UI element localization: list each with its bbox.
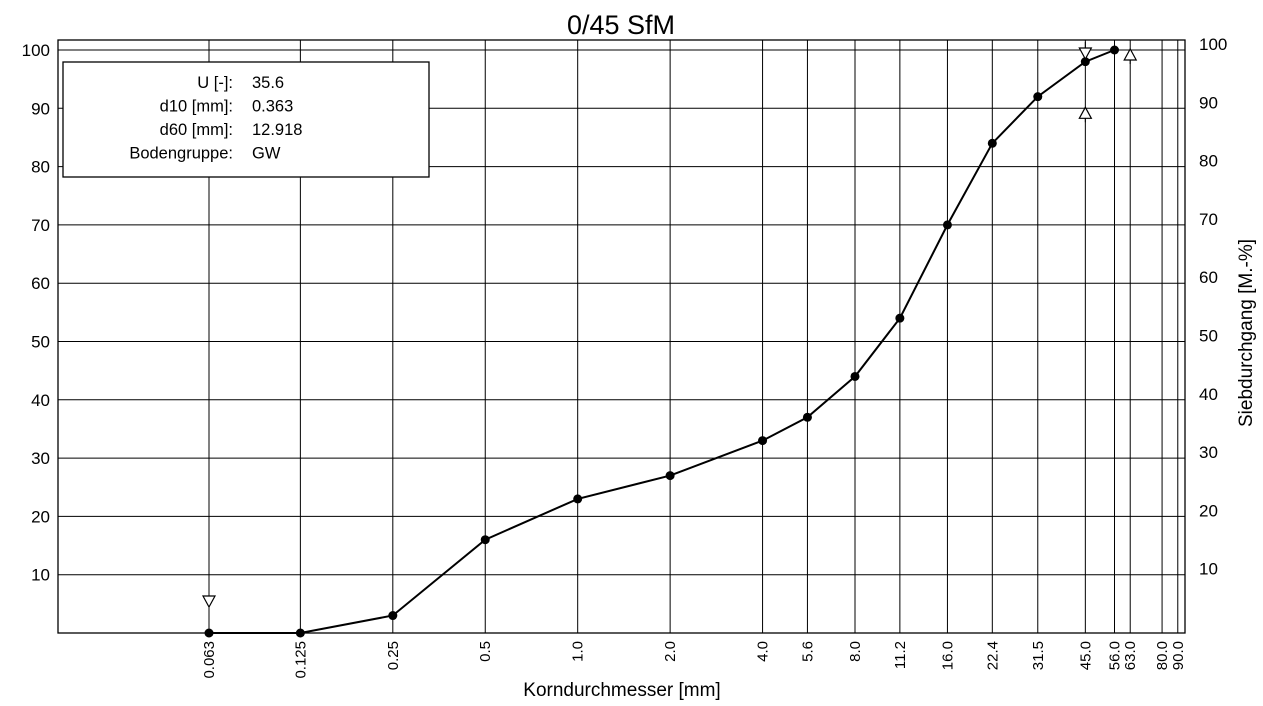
arrow-up-marker xyxy=(1123,47,1138,61)
y-tick-label-right: 60 xyxy=(1199,268,1218,287)
x-tick-label: 63.0 xyxy=(1122,641,1139,670)
x-tick-label: 22.4 xyxy=(984,641,1001,670)
y-tick-label-right: 50 xyxy=(1199,327,1218,346)
data-point xyxy=(987,138,997,148)
data-point xyxy=(802,412,812,422)
x-tick-label: 56.0 xyxy=(1107,641,1124,670)
x-tick-label: 0.5 xyxy=(477,641,494,662)
y-tick-label-right: 30 xyxy=(1199,443,1218,462)
data-point xyxy=(204,628,214,638)
y-tick-label-right: 20 xyxy=(1199,501,1218,520)
y-tick-label-right: 100 xyxy=(1199,35,1227,54)
info-box-label: Bodengruppe: xyxy=(129,145,233,163)
x-tick-label: 5.6 xyxy=(799,641,816,662)
x-tick-label: 11.2 xyxy=(892,641,909,669)
info-box-value: 35.6 xyxy=(252,74,284,92)
arrow-up-marker xyxy=(1078,106,1093,119)
x-tick-label: 1.0 xyxy=(570,641,587,662)
arrow-down-marker xyxy=(201,595,217,609)
x-tick-label: 90.0 xyxy=(1170,641,1187,670)
data-point xyxy=(665,471,675,481)
plot-frame xyxy=(57,39,1186,634)
arrow-down-marker xyxy=(1078,47,1093,61)
data-point xyxy=(388,611,398,621)
data-point xyxy=(295,628,305,638)
y-tick-label-left: 10 xyxy=(31,566,50,585)
y-tick-label-left: 50 xyxy=(31,333,50,352)
y-tick-label-left: 40 xyxy=(31,391,50,410)
limit-markers xyxy=(201,42,1138,609)
y-tick-label-left: 30 xyxy=(31,449,50,468)
chart-title: 0/45 SfM xyxy=(567,10,675,40)
data-point xyxy=(895,313,905,323)
data-point xyxy=(573,494,583,504)
data-point xyxy=(942,220,952,230)
x-axis-label: Korndurchmesser [mm] xyxy=(523,680,720,701)
y-tick-label-right: 40 xyxy=(1199,385,1218,404)
y-tick-label-left: 90 xyxy=(31,99,50,118)
y-tick-label-left: 60 xyxy=(31,274,50,293)
y-tick-label-right: 80 xyxy=(1199,152,1218,171)
info-box-value: GW xyxy=(252,145,281,163)
y-tick-label-left: 80 xyxy=(31,158,50,177)
y-tick-label-left: 70 xyxy=(31,216,50,235)
x-tick-label: 0.125 xyxy=(292,641,309,679)
info-box-value: 0.363 xyxy=(252,98,293,116)
info-box: U [-]: 35.6 d10 [mm]: 0.363 d60 [mm]: 12.918 B… xyxy=(62,61,430,178)
data-point xyxy=(1080,57,1090,67)
data-point xyxy=(480,535,490,545)
y-tick-label-left: 20 xyxy=(31,507,50,526)
data-point xyxy=(1110,45,1120,55)
x-tick-label: 45.0 xyxy=(1077,641,1094,670)
info-box-label: U [-]: xyxy=(197,74,233,92)
y-tick-label-right: 90 xyxy=(1199,93,1218,112)
x-tick-label: 2.0 xyxy=(662,641,679,662)
info-box-label: d10 [mm]: xyxy=(160,98,233,116)
data-point xyxy=(1033,92,1043,102)
info-box-value: 12.918 xyxy=(252,121,302,139)
info-box-label: d60 [mm]: xyxy=(160,121,233,139)
x-tick-label: 80.0 xyxy=(1154,641,1171,670)
x-tick-label: 31.5 xyxy=(1030,641,1047,670)
x-tick-label: 0.25 xyxy=(385,641,402,670)
y-axis-label-right: Siebdurchgang [M.-%] xyxy=(1236,239,1257,427)
x-tick-label: 4.0 xyxy=(755,641,772,662)
data-point xyxy=(850,371,860,381)
series xyxy=(204,45,1120,638)
data-point xyxy=(758,436,768,446)
y-tick-label-right: 70 xyxy=(1199,210,1218,229)
info-box-frame xyxy=(62,61,430,178)
y-tick-label-right: 10 xyxy=(1199,560,1218,579)
x-tick-label: 0.063 xyxy=(201,641,218,679)
tick-labels: 10 10 20 20 30 30 40 40 50 50 60 60 70 70 80 80 90 90 100 1… xyxy=(22,35,1228,679)
y-tick-label-left: 100 xyxy=(22,41,50,60)
x-tick-label: 8.0 xyxy=(847,641,864,662)
x-tick-label: 16.0 xyxy=(939,641,956,670)
